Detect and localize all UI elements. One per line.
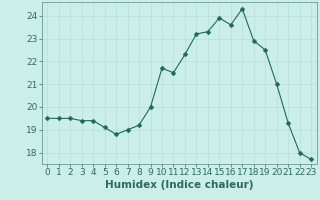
- X-axis label: Humidex (Indice chaleur): Humidex (Indice chaleur): [105, 180, 253, 190]
